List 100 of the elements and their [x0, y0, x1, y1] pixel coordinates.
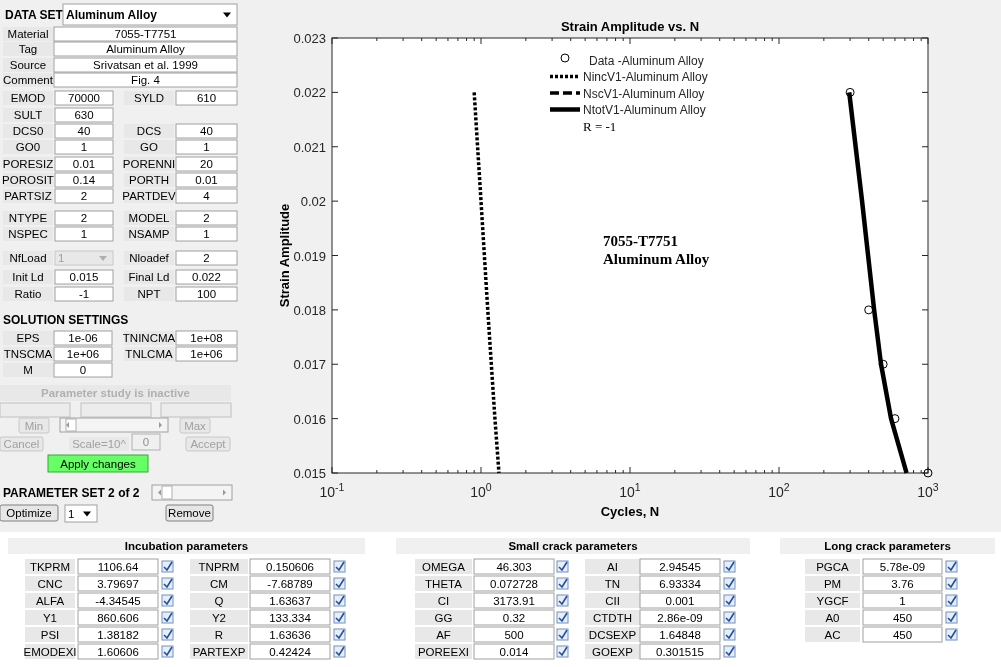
text: 1	[203, 228, 210, 240]
text: MODEL	[128, 212, 171, 224]
text: 1	[80, 141, 88, 153]
text: 0.14	[72, 174, 96, 186]
x-tick-label: 10$^{0}$	[470, 481, 492, 500]
text: Tag	[18, 43, 38, 55]
text: 40	[200, 125, 213, 137]
text: POROSIT	[2, 174, 54, 186]
text: Final Ld	[128, 271, 170, 283]
text: 3.79697	[97, 577, 139, 590]
y-tick-label: 0.015	[293, 466, 326, 481]
text: GG	[434, 611, 453, 624]
chart-title: Strain Amplitude vs. N	[560, 19, 700, 34]
text: 5.78e-09	[879, 560, 926, 573]
text: Q	[214, 594, 224, 607]
text: PARTDEV	[122, 190, 176, 202]
text: 0.072728	[490, 577, 538, 590]
x-tick-label: 10$^{-1}$	[319, 481, 345, 500]
text: Comment	[3, 74, 54, 86]
text: Init Ld	[12, 271, 44, 283]
text: 0.32	[502, 611, 526, 624]
text: YGCF	[816, 594, 849, 607]
text: TNPRM	[198, 560, 240, 573]
text: EMOD	[10, 92, 46, 104]
text: DCS0	[12, 125, 44, 137]
text: AC	[824, 628, 841, 641]
text: M	[23, 364, 33, 376]
text: 7055-T7751	[114, 28, 177, 40]
text: PM	[823, 577, 842, 590]
text: 1e+08	[190, 332, 223, 344]
y-tick-label: 0.023	[293, 31, 326, 46]
text: 2.94545	[659, 560, 701, 573]
text: 630	[74, 109, 94, 121]
text: 0.42424	[269, 645, 312, 658]
text: EMODEXI	[23, 645, 77, 658]
text: EPS	[16, 332, 40, 344]
text: PORENNI	[122, 158, 176, 170]
text: GOEXP	[592, 645, 634, 658]
annotation: 7055-T7751	[603, 233, 678, 249]
y-tick-label: 0.017	[293, 357, 326, 373]
text: Parameter study is inactive	[41, 387, 190, 399]
text: 70000	[68, 92, 100, 104]
text: 40	[77, 125, 91, 137]
text: 2.86e-09	[657, 611, 703, 624]
text: 1	[58, 252, 65, 264]
text: AF	[436, 628, 451, 641]
x-tick-label: 10$^{1}$	[619, 481, 641, 500]
text: 2	[203, 212, 210, 224]
text: TNINCMA	[122, 332, 176, 344]
text: -4.34545	[95, 594, 141, 607]
text: Cancel	[3, 438, 40, 450]
text: -1	[78, 288, 90, 300]
legend-label: NscV1-Aluminum Alloy	[583, 86, 705, 101]
text: SULT	[13, 109, 43, 121]
y-axis-title: Strain Amplitude	[277, 203, 292, 308]
text: GO	[140, 141, 158, 153]
text: 1e+06	[190, 348, 223, 360]
legend-label: NtotV1-Aluminum Alloy	[583, 103, 706, 117]
text: 0.01	[72, 158, 96, 170]
text: 3.76	[891, 577, 914, 590]
text: PORESIZ	[2, 158, 54, 170]
text: 1e-06	[68, 332, 98, 344]
x-tick-label: 10$^{2}$	[768, 481, 790, 500]
text: 1.60606	[97, 645, 139, 658]
text: PGCA	[816, 560, 850, 573]
text: Nloadef	[129, 252, 170, 264]
text: NfLoad	[9, 252, 47, 264]
text: Srivatsan et al. 1999	[93, 59, 198, 71]
text: Material	[7, 28, 49, 40]
y-tick-label: 0.018	[293, 302, 326, 318]
x-tick-label: 10$^{3}$	[917, 481, 939, 500]
text: R	[214, 628, 224, 641]
text: PARTSIZ	[4, 190, 52, 202]
text: 0.001	[665, 594, 695, 607]
text: Max	[184, 419, 207, 432]
text: TNSCMA	[3, 348, 53, 360]
text: 0.01	[195, 174, 218, 186]
text: 100	[196, 288, 217, 300]
text: Small crack parameters	[508, 540, 638, 552]
text: 0.301515	[656, 645, 704, 658]
text: 2	[80, 212, 88, 224]
text: GO0	[15, 141, 41, 153]
text: TKPRM	[29, 560, 71, 573]
text: -7.68789	[267, 577, 313, 590]
y-tick-label: 0.022	[293, 85, 326, 101]
y-tick-label: 0.02	[300, 194, 326, 210]
text: Y1	[42, 611, 58, 624]
text: Optimize	[6, 507, 52, 519]
text: DCS	[136, 125, 162, 137]
text: PARTEXP	[192, 645, 246, 658]
text: OMEGA	[422, 560, 466, 573]
text: 450	[892, 628, 913, 641]
text: 20	[200, 158, 213, 170]
text: Long crack parameters	[824, 540, 951, 552]
text: 2	[203, 252, 210, 264]
text: Source	[9, 59, 47, 71]
text: CNC	[37, 577, 63, 590]
text: Remove	[168, 507, 211, 519]
text: Apply changes	[60, 457, 136, 470]
text: 3173.91	[493, 594, 535, 607]
